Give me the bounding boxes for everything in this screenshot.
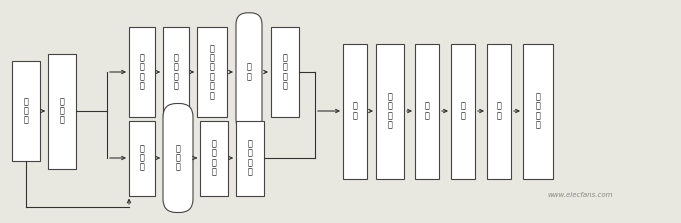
Text: 细
磨: 细 磨 xyxy=(247,63,251,81)
Text: 外
圆
研
磨: 外 圆 研 磨 xyxy=(140,54,144,91)
Bar xyxy=(48,54,76,169)
FancyBboxPatch shape xyxy=(236,13,262,131)
Text: 外
观
检
验: 外 观 检 验 xyxy=(387,93,392,130)
Text: 内
经
磨: 内 经 磨 xyxy=(176,144,180,172)
Bar xyxy=(200,120,228,196)
Text: 防
锈
包
装: 防 锈 包 装 xyxy=(536,93,541,130)
Bar xyxy=(129,120,155,196)
Text: 内
径
检
验: 内 径 检 验 xyxy=(212,139,217,177)
Text: www.elecfans.com: www.elecfans.com xyxy=(548,192,613,198)
Bar xyxy=(415,43,439,178)
Text: 外
圆
沟
道
超
精: 外 圆 沟 道 超 精 xyxy=(210,44,215,100)
Text: 外
圆
沟
磨: 外 圆 沟 磨 xyxy=(174,54,178,91)
Bar xyxy=(376,43,404,178)
Text: 端
面
磨: 端 面 磨 xyxy=(24,97,29,125)
Bar xyxy=(12,61,40,161)
Text: 装
配: 装 配 xyxy=(353,102,358,120)
Bar xyxy=(129,27,155,117)
Bar xyxy=(163,27,189,117)
Bar xyxy=(451,43,475,178)
Text: 测
振: 测 振 xyxy=(496,102,501,120)
Text: 细
磨
检
验: 细 磨 检 验 xyxy=(283,54,287,91)
Bar xyxy=(236,120,264,196)
Text: 无
心
磨: 无 心 磨 xyxy=(60,97,65,125)
Text: 清
洗: 清 洗 xyxy=(425,102,430,120)
Text: 小
沟
磨: 小 沟 磨 xyxy=(140,144,144,172)
FancyBboxPatch shape xyxy=(163,103,193,213)
Bar xyxy=(271,27,299,117)
Bar xyxy=(197,27,227,117)
Bar xyxy=(487,43,511,178)
Text: 注
脂: 注 脂 xyxy=(460,102,465,120)
Text: 小
沟
超
精: 小 沟 超 精 xyxy=(248,139,253,177)
Bar xyxy=(523,43,553,178)
Bar xyxy=(343,43,367,178)
